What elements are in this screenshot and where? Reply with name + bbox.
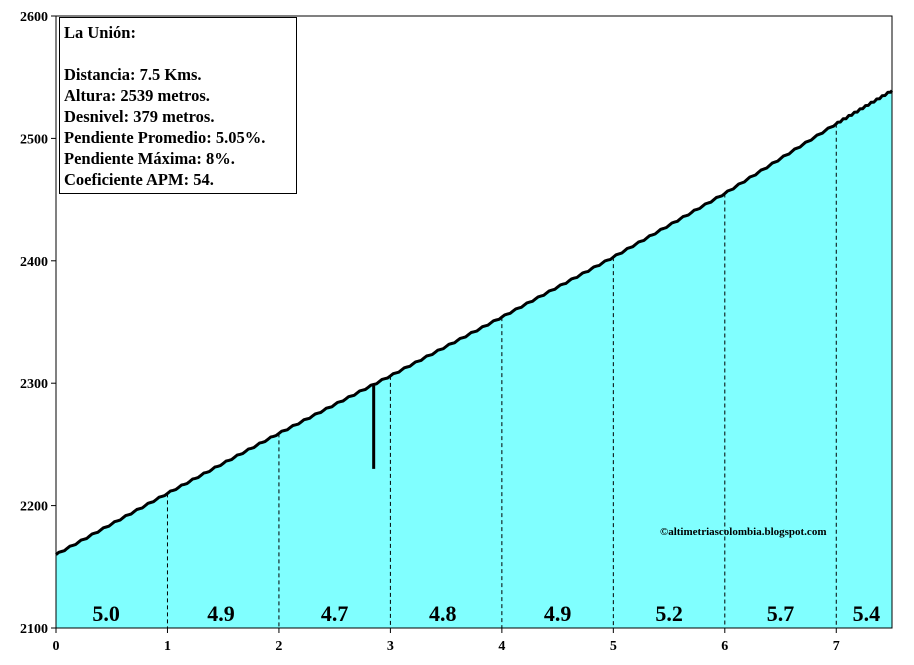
info-distance: Distancia: 7.5 Kms.: [64, 65, 202, 84]
route-info-box: La Unión: Distancia: 7.5 Kms. Altura: 25…: [59, 17, 297, 194]
segment-slope-label: 4.9: [207, 601, 235, 626]
info-average-slope: Pendiente Promedio: 5.05%.: [64, 128, 266, 147]
x-tick-label: 1: [164, 639, 171, 654]
segment-slope-label: 4.7: [321, 601, 349, 626]
info-apm-coefficient: Coeficiente APM: 54.: [64, 170, 214, 189]
credit-text: ©altimetriascolombia.blogspot.com: [660, 526, 827, 538]
segment-slope-label: 5.4: [853, 601, 881, 626]
info-altitude: Altura: 2539 metros.: [64, 86, 210, 105]
segment-slope-label: 4.9: [544, 601, 572, 626]
segment-slope-label: 5.0: [92, 601, 120, 626]
x-tick-label: 4: [498, 639, 505, 654]
x-tick-label: 2: [275, 639, 282, 654]
segment-slope-label: 5.2: [655, 601, 683, 626]
y-tick-label: 2500: [20, 132, 48, 147]
x-tick-label: 6: [721, 639, 728, 654]
y-tick-label: 2200: [20, 500, 48, 515]
y-tick-label: 2600: [20, 10, 48, 25]
x-tick-label: 5: [610, 639, 617, 654]
info-max-slope: Pendiente Máxima: 8%.: [64, 149, 235, 168]
y-tick-label: 2100: [20, 622, 48, 637]
x-tick-label: 3: [387, 639, 394, 654]
x-tick-label: 0: [53, 639, 60, 654]
route-title: La Unión:: [64, 23, 136, 42]
info-elevation-gain: Desnivel: 379 metros.: [64, 107, 215, 126]
elevation-area: [56, 90, 892, 628]
y-tick-label: 2400: [20, 255, 48, 270]
y-tick-label: 2300: [20, 377, 48, 392]
x-tick-label: 7: [833, 639, 840, 654]
segment-slope-label: 4.8: [429, 601, 457, 626]
plot-frame: [55, 15, 893, 629]
segment-slope-label: 5.7: [767, 601, 795, 626]
elevation-line: [55, 89, 894, 556]
